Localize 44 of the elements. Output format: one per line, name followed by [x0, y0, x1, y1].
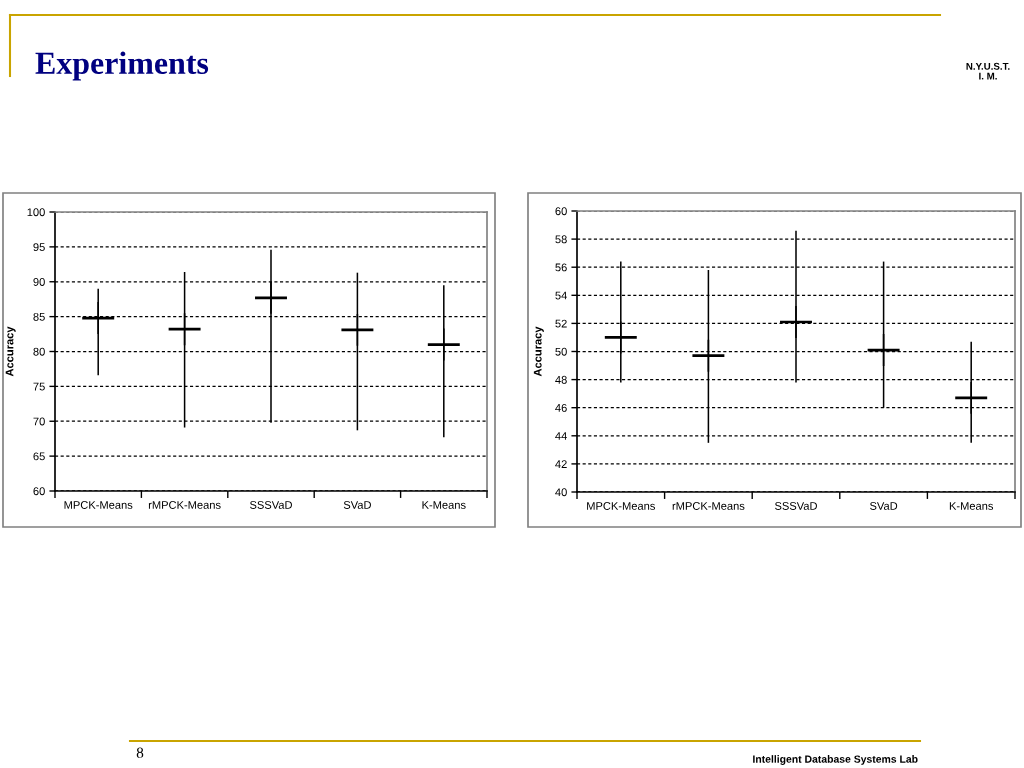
y-tick-label: 54	[555, 291, 567, 300]
y-tick-label: 75	[33, 382, 45, 391]
y-tick-label: 100	[27, 208, 45, 217]
y-tick-label: 50	[555, 347, 567, 356]
y-tick-label: 52	[555, 319, 567, 328]
y-tick-label: 40	[555, 488, 567, 497]
y-tick-label: 58	[555, 235, 567, 244]
y-tick-label: 46	[555, 403, 567, 412]
point	[604, 321, 637, 354]
x-tick-label: rMPCK-Means	[672, 502, 745, 510]
chart-title: Experiments	[35, 51, 209, 81]
text: Intelligent Database Systems Lab	[753, 755, 918, 765]
point	[692, 339, 725, 372]
point	[168, 313, 201, 346]
x-tick-label: SVaD	[870, 502, 898, 510]
point	[780, 306, 812, 338]
y-tick-label: 85	[33, 312, 45, 321]
y-tick-label: 90	[33, 278, 45, 286]
y-tick-label: 65	[33, 452, 45, 461]
y-tick-label: 70	[33, 417, 45, 426]
y-tick-label: 48	[555, 375, 567, 384]
y-tick-label: 42	[555, 460, 567, 468]
y-tick-label: 60	[555, 207, 567, 216]
y-axis-title: Accuracy	[533, 326, 544, 377]
y-tick-label: 80	[33, 347, 45, 356]
point	[82, 302, 115, 334]
text: N.Y.U.S.T. I. M.	[966, 62, 1010, 80]
y-tick-label: 95	[33, 243, 45, 252]
text: 8	[136, 747, 144, 758]
x-tick-label: K-Means	[422, 501, 466, 509]
point	[427, 328, 460, 361]
point	[255, 281, 287, 314]
x-tick-label: SSSVaD	[774, 502, 817, 510]
x-tick-label: SVaD	[343, 501, 371, 509]
y-tick-label: 56	[555, 263, 567, 272]
x-tick-label: rMPCK-Means	[148, 501, 221, 509]
x-tick-label: SSSVaD	[249, 501, 292, 509]
y-axis-title: Accuracy	[5, 326, 16, 377]
point	[955, 381, 988, 414]
x-tick-label: K-Means	[949, 502, 994, 510]
x-tick-label: MPCK-Means	[64, 501, 133, 509]
x-tick-label: MPCK-Means	[587, 502, 655, 510]
y-tick-label: 44	[555, 432, 567, 440]
y-tick-label: 60	[33, 487, 45, 496]
